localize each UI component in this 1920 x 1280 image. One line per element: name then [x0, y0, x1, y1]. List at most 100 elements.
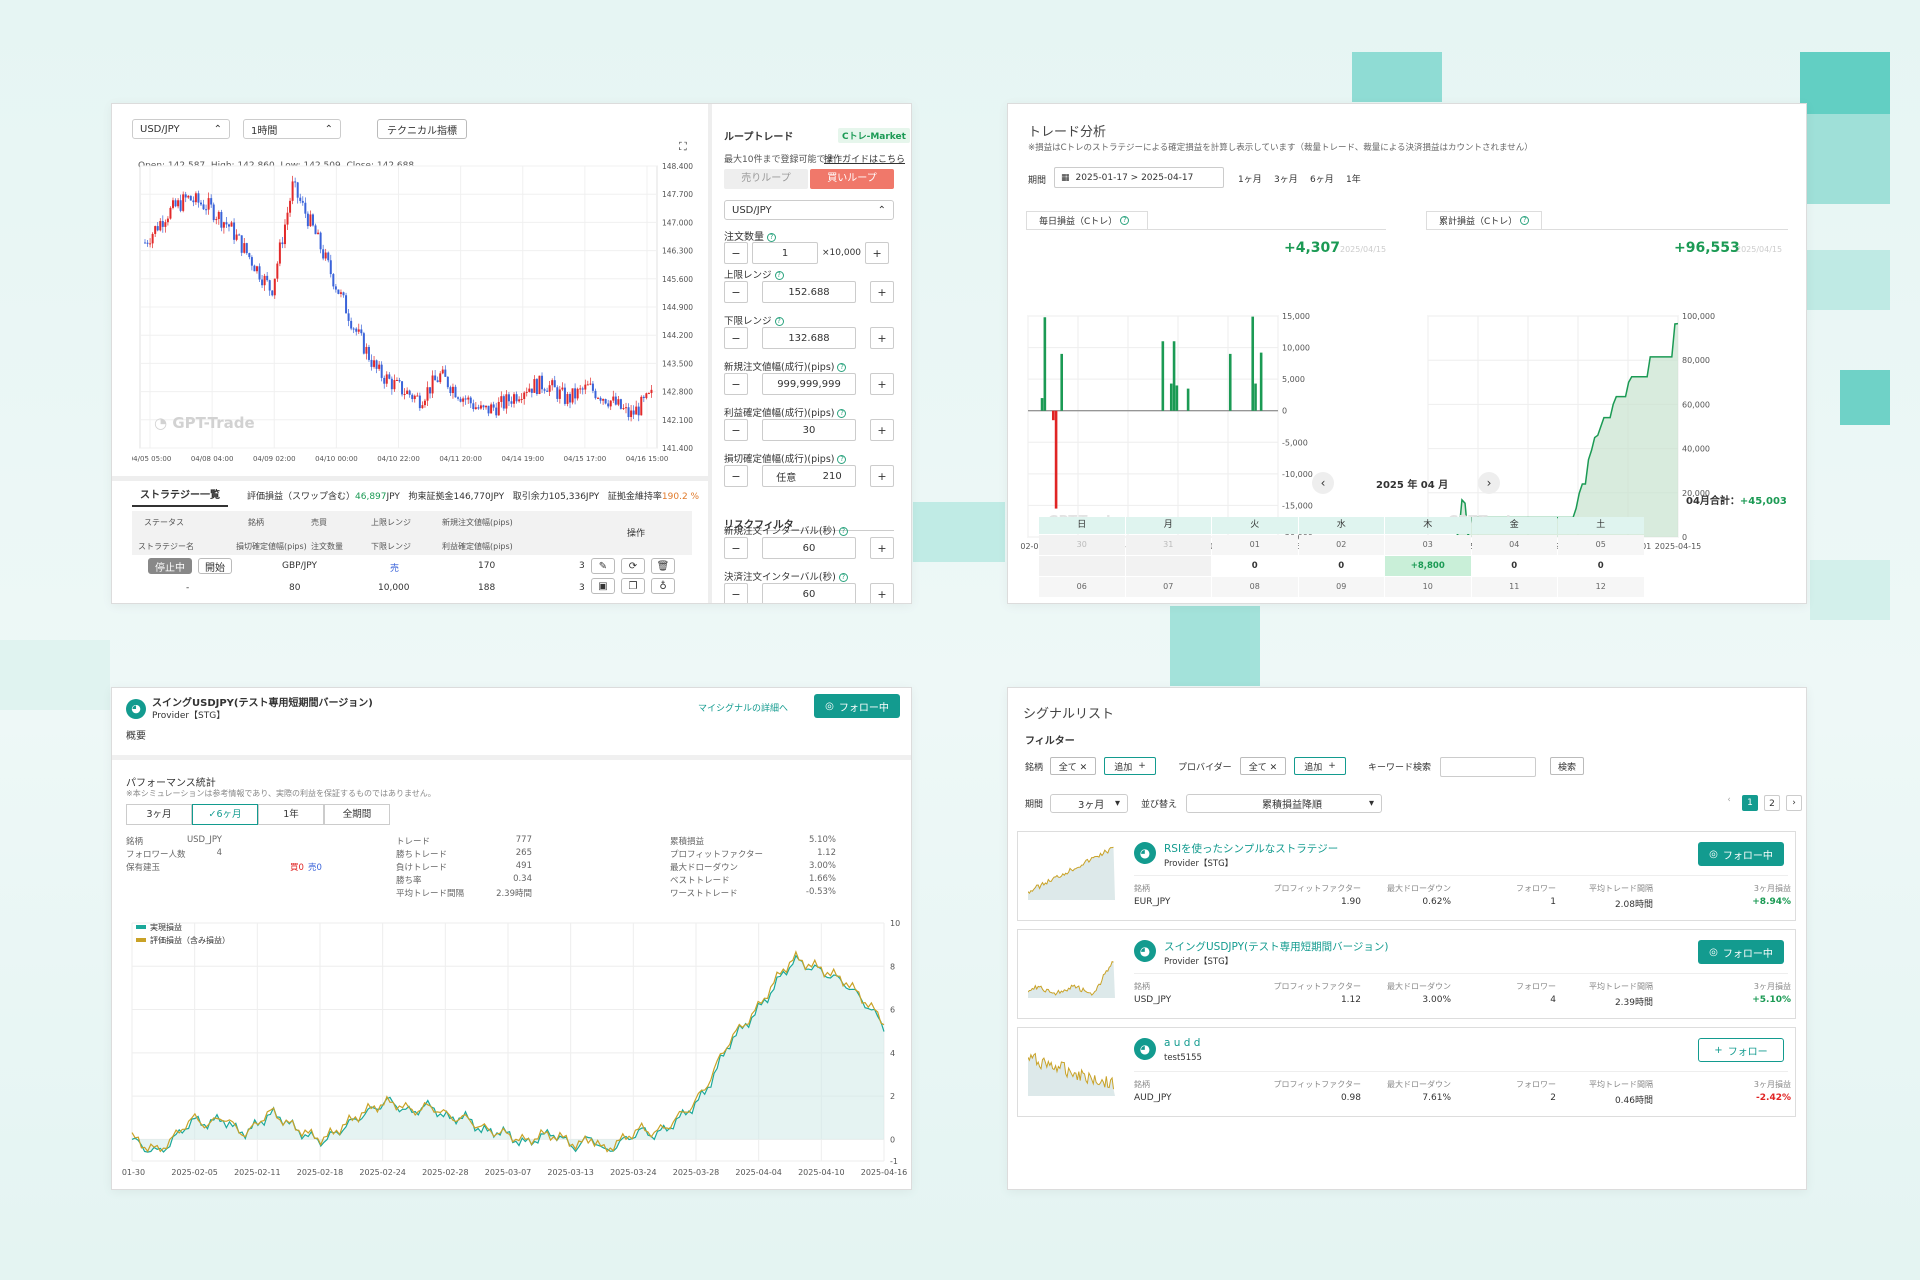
calendar-value: 0: [1212, 556, 1298, 576]
sparkline-chart: [1027, 960, 1115, 998]
timeframe-select[interactable]: 1時間 ⌃: [243, 119, 341, 139]
minus-button[interactable]: −: [724, 583, 748, 603]
provider-add-button[interactable]: 追加 +: [1294, 757, 1346, 775]
signal-card[interactable]: ◕ スイングUSDJPY(テスト専用短期間バージョン) Provider【STG】 ◎…: [1017, 929, 1796, 1019]
watermark-logo-icon: ◔: [154, 414, 168, 432]
daily-pl-tab[interactable]: 毎日損益（Cトレ）?: [1026, 211, 1148, 229]
next-month-button[interactable]: ›: [1478, 472, 1500, 494]
page-prev-button[interactable]: ‹: [1727, 795, 1731, 805]
keyword-input[interactable]: [1440, 757, 1536, 777]
signal-card[interactable]: ◕ a u d d test5155 + フォロー 銘柄 AUD_JPY プロフィットファクタ…: [1017, 1027, 1796, 1117]
buy-loop-tab[interactable]: 買いループ: [810, 169, 894, 189]
strategy-tab[interactable]: ストラテジー一覧: [132, 487, 228, 507]
cum-tab-line: [1426, 229, 1788, 230]
perf-range-tab[interactable]: ✓6ヶ月: [192, 804, 258, 825]
stepper-input[interactable]: 60: [762, 537, 856, 559]
signal-card[interactable]: ◕ RSIを使ったシンプルなストラテジー Provider【STG】 ◎ フォロー中 銘柄…: [1017, 831, 1796, 921]
page-next-button[interactable]: ›: [1786, 795, 1802, 811]
period-select[interactable]: 3ヶ月 ▾: [1050, 794, 1128, 813]
perf-range-tab[interactable]: 全期間: [324, 804, 390, 825]
page-2-button[interactable]: 2: [1764, 795, 1780, 811]
following-button[interactable]: ◎ フォロー中: [1698, 842, 1784, 866]
range-button-0[interactable]: 1ヶ月: [1238, 175, 1262, 185]
overview-tab[interactable]: 概要: [126, 731, 146, 742]
minus-button[interactable]: −: [724, 327, 748, 349]
stepper-input[interactable]: 30: [762, 419, 856, 441]
search-button[interactable]: 検索: [1550, 757, 1584, 775]
candle: [431, 370, 434, 398]
page-1-button[interactable]: 1: [1742, 795, 1758, 811]
minus-button[interactable]: −: [724, 373, 748, 395]
candle: [581, 386, 584, 395]
save-button[interactable]: ▣: [591, 578, 615, 594]
copy-button[interactable]: ⟳: [621, 558, 645, 574]
help-icon: ?: [837, 363, 847, 372]
sparkline-line: [1027, 960, 1114, 996]
fullscreen-icon[interactable]: ⛶: [679, 140, 687, 153]
qty-minus-button[interactable]: −: [724, 242, 748, 264]
duplicate-button[interactable]: ❐: [621, 578, 645, 594]
edit-button[interactable]: ✎: [591, 558, 615, 574]
minus-button[interactable]: −: [724, 281, 748, 303]
candle: [311, 213, 314, 227]
technical-indicator-button[interactable]: テクニカル指標: [377, 119, 467, 139]
symbol-add-button[interactable]: 追加 +: [1104, 757, 1156, 775]
plus-button[interactable]: +: [870, 419, 894, 441]
following-button[interactable]: ◎ フォロー中: [1698, 940, 1784, 964]
period-input[interactable]: ▦ 2025-01-17 > 2025-04-17: [1054, 167, 1224, 188]
qty-plus-button[interactable]: +: [865, 242, 890, 264]
check-circle-icon: ◎: [825, 700, 834, 712]
cum-pl-tab[interactable]: 累計損益（Cトレ）?: [1426, 211, 1542, 229]
follow-button[interactable]: + フォロー: [1698, 1038, 1784, 1062]
minus-button[interactable]: −: [724, 419, 748, 441]
range-button-2[interactable]: 6ヶ月: [1310, 175, 1334, 185]
calendar-value: 0: [1558, 556, 1644, 576]
detail-button[interactable]: ♁: [651, 578, 675, 594]
sort-select[interactable]: 累積損益降順 ▾: [1186, 794, 1382, 813]
signal-name[interactable]: a u d d: [1164, 1037, 1201, 1049]
stepper-value: 132.688: [788, 332, 830, 344]
stepper-input[interactable]: 60: [762, 583, 856, 603]
plus-button[interactable]: +: [870, 327, 894, 349]
start-button[interactable]: 開始: [198, 558, 232, 574]
loop-symbol-select[interactable]: USD/JPY ⌃: [724, 200, 894, 220]
signal-name[interactable]: スイングUSDJPY(テスト専用短期間バージョン): [1164, 941, 1389, 953]
sell-loop-tab[interactable]: 売りループ: [724, 169, 808, 189]
range-button-3[interactable]: 1年: [1346, 175, 1361, 185]
stepper-input[interactable]: 任意 210: [762, 465, 856, 487]
candle: [217, 210, 220, 225]
symbol-select[interactable]: USD/JPY ⌃: [132, 119, 230, 139]
stepper-input[interactable]: 999,999,999: [762, 373, 856, 395]
plus-button[interactable]: +: [870, 537, 894, 559]
stepper-input[interactable]: 152.688: [762, 281, 856, 303]
pl-bar: [1254, 383, 1257, 411]
plus-icon: +: [1328, 761, 1336, 771]
candle: [416, 392, 419, 397]
plus-button[interactable]: +: [870, 281, 894, 303]
month-title: 2025 年 04 月: [1376, 480, 1449, 491]
plus-button[interactable]: +: [870, 373, 894, 395]
perf-range-tab[interactable]: 1年: [258, 804, 324, 825]
signal-name[interactable]: RSIを使ったシンプルなストラテジー: [1164, 843, 1339, 855]
plus-button[interactable]: +: [870, 465, 894, 487]
stop-button[interactable]: 停止中: [148, 558, 192, 574]
qty-input[interactable]: 1: [752, 242, 818, 264]
perf-range-tab[interactable]: 3ヶ月: [126, 804, 192, 825]
row-num: 3: [579, 583, 585, 593]
stepper-input[interactable]: 132.688: [762, 327, 856, 349]
following-button[interactable]: ◎ フォロー中: [814, 694, 900, 718]
signal-detail-link[interactable]: マイシグナルの詳細へ: [698, 704, 789, 714]
plus-button[interactable]: +: [870, 583, 894, 603]
guide-link[interactable]: 操作ガイドはこちら: [824, 155, 906, 165]
candle: [589, 377, 592, 386]
provider-all-chip[interactable]: 全て ✕: [1240, 757, 1286, 775]
prev-month-button[interactable]: ‹: [1312, 472, 1334, 494]
card-col-label: プロフィットファクター: [1273, 884, 1361, 893]
calendar-date: 05: [1558, 535, 1644, 555]
minus-button[interactable]: −: [724, 465, 748, 487]
symbol-all-chip[interactable]: 全て ✕: [1050, 757, 1096, 775]
card-col-value: +8.94%: [1752, 897, 1791, 907]
minus-button[interactable]: −: [724, 537, 748, 559]
delete-button[interactable]: 🗑: [651, 558, 675, 574]
range-button-1[interactable]: 3ヶ月: [1274, 175, 1298, 185]
